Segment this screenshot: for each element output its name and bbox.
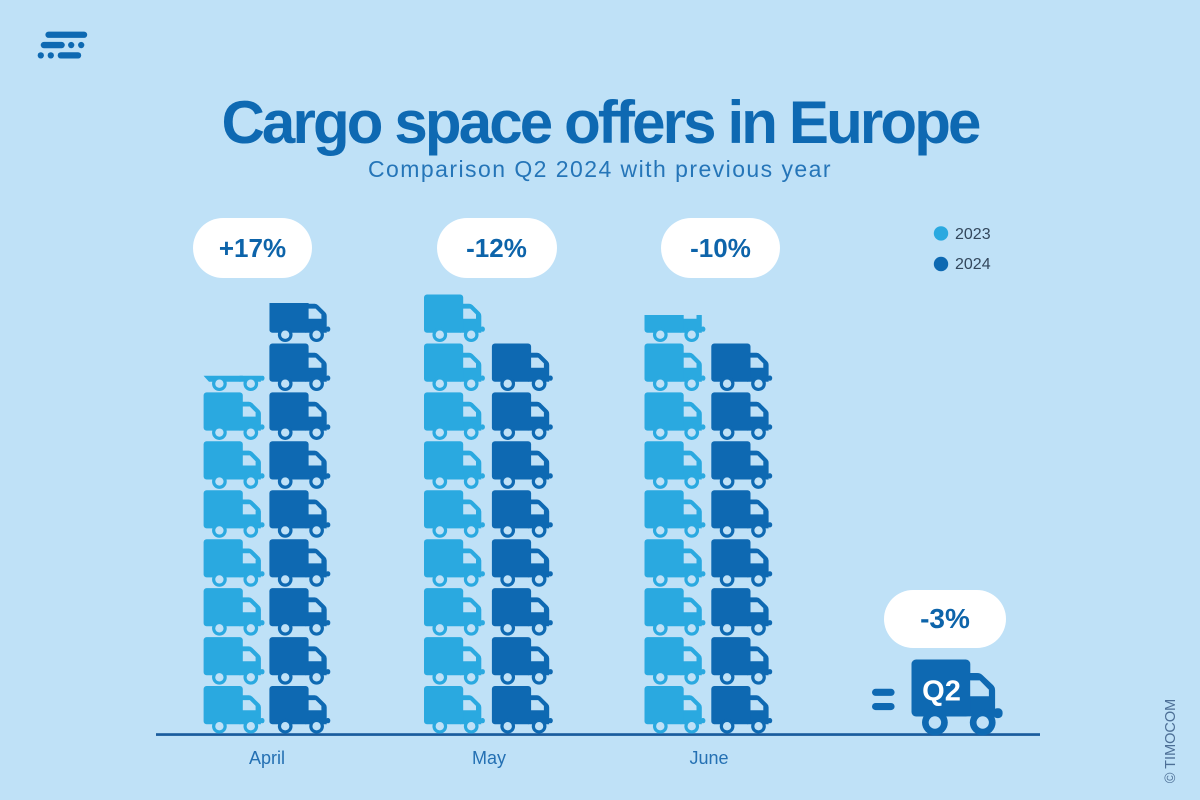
svg-text:Q2: Q2 — [922, 676, 961, 708]
